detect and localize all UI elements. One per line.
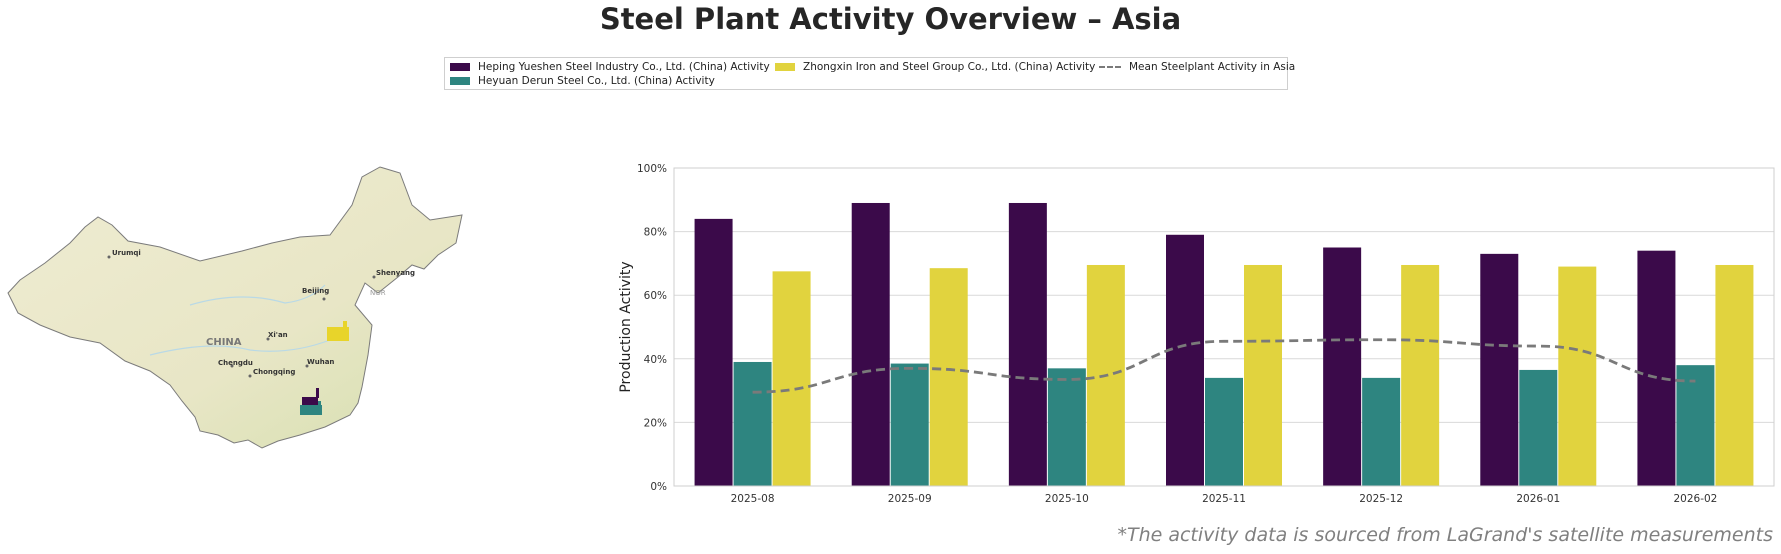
- heyuan-plant-marker: [300, 401, 322, 415]
- bar-2: [733, 361, 772, 486]
- city-label: Urumqi: [112, 249, 141, 257]
- legend-label-zhongxin: Zhongxin Iron and Steel Group Co., Ltd. …: [803, 61, 1096, 73]
- bar-1: [1008, 202, 1047, 487]
- bar-chart: 0% 20% 40% 60% 80% 100% Production Activity 202…: [618, 163, 1775, 505]
- page-title: Steel Plant Activity Overview – Asia: [599, 2, 1182, 36]
- bar-2: [1519, 369, 1558, 486]
- y-tick-label: 60%: [644, 290, 667, 302]
- bar-2: [1676, 365, 1715, 486]
- bar-3: [1715, 264, 1754, 486]
- bar-2: [1047, 368, 1086, 486]
- bar-3: [1244, 264, 1282, 486]
- legend-swatch-heping: [450, 63, 470, 71]
- bar-1: [1480, 253, 1519, 486]
- bar-1: [694, 218, 733, 486]
- bar-2: [1205, 377, 1243, 486]
- bar-3: [1558, 266, 1597, 486]
- bar-3: [929, 268, 968, 486]
- city-label: Xi'an: [268, 331, 288, 339]
- bar-2: [1362, 377, 1401, 486]
- x-tick-label: 2025-12: [1359, 493, 1403, 505]
- legend-item-heping: Heping Yueshen Steel Industry Co., Ltd. …: [450, 61, 770, 73]
- zhongxin-plant-marker: [327, 321, 349, 341]
- y-tick-label: 40%: [644, 354, 667, 366]
- legend-swatch-mean: [1099, 66, 1121, 68]
- bar-1: [851, 202, 890, 487]
- river: [189, 284, 326, 306]
- heping-plant-marker: [302, 388, 319, 405]
- bar-1: [1323, 247, 1362, 486]
- y-axis-label: Production Activity: [618, 261, 634, 392]
- bar-1: [1637, 250, 1676, 486]
- y-tick-label: 100%: [637, 163, 667, 175]
- legend-item-zhongxin: Zhongxin Iron and Steel Group Co., Ltd. …: [775, 61, 1095, 73]
- city-label: Wuhan: [307, 358, 334, 366]
- mean-activity-line: [752, 338, 1696, 394]
- bar-3: [1401, 264, 1440, 486]
- legend-item-mean: Mean Steelplant Activity in Asia: [1099, 61, 1295, 73]
- x-tick-label: 2025-08: [731, 493, 775, 505]
- bar-2: [890, 363, 929, 486]
- legend-label-heyuan: Heyuan Derun Steel Co., Ltd. (China) Act…: [478, 75, 715, 87]
- x-tick-label: 2026-02: [1673, 493, 1717, 505]
- legend-label-heping: Heping Yueshen Steel Industry Co., Ltd. …: [478, 61, 770, 73]
- legend-swatch-zhongxin: [775, 63, 795, 71]
- china-outline: [7, 166, 463, 449]
- y-tick-label: 20%: [644, 417, 667, 429]
- y-tick-label: 80%: [644, 227, 667, 239]
- x-tick-label: 2025-10: [1045, 493, 1089, 505]
- legend-swatch-heyuan: [450, 77, 470, 85]
- x-tick-label: 2025-11: [1202, 493, 1246, 505]
- china-map: CHINA Urumqi Beijing Shenyang Xi'an Chen…: [7, 166, 463, 449]
- chart-legend: Heping Yueshen Steel Industry Co., Ltd. …: [444, 57, 1295, 90]
- bar-1: [1166, 234, 1204, 486]
- city-label: Beijing: [302, 287, 329, 295]
- city-label: Chengdu: [218, 359, 253, 367]
- plot-frame: [673, 167, 1775, 487]
- legend-item-heyuan: Heyuan Derun Steel Co., Ltd. (China) Act…: [450, 75, 715, 87]
- city-label: Chongqing: [253, 368, 295, 376]
- x-tick-label: 2025-09: [888, 493, 932, 505]
- bar-3: [772, 271, 811, 486]
- city-label: Shenyang: [376, 269, 415, 277]
- x-tick-label: 2026-01: [1516, 493, 1560, 505]
- y-tick-label: 0%: [650, 481, 667, 493]
- country-label: CHINA: [206, 337, 242, 348]
- region-label: NOR: [370, 289, 386, 297]
- footnote: *The activity data is sourced from LaGra…: [1117, 524, 1773, 546]
- legend-label-mean: Mean Steelplant Activity in Asia: [1129, 61, 1296, 73]
- river: [149, 339, 331, 356]
